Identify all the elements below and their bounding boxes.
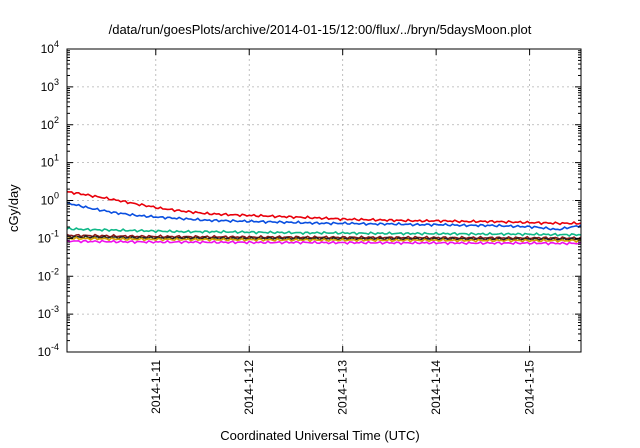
y-tick-label: 103 [41,77,59,94]
series-line [66,226,582,238]
y-tick-label: 102 [41,115,59,132]
series-line [66,234,582,242]
x-tick-label: 2014-1-12 [242,360,256,415]
x-tick-label: 2014-1-11 [149,360,163,414]
y-tick-label: 100 [41,191,59,208]
y-tick-label: 10-1 [38,228,59,245]
series-group [66,191,582,246]
axis-ticks: 10-4 10-3 10-2 10-1 100 101 102 103 104 2014-1-11… [38,39,581,415]
series-line [66,191,582,226]
y-tick-label: 10-3 [38,304,59,321]
y-tick-label: 10-2 [38,266,59,283]
y-tick-label: 10-4 [38,342,59,359]
series-line [66,201,582,231]
x-tick-label: 2014-1-13 [336,360,350,415]
x-axis-label: Coordinated Universal Time (UTC) [220,428,420,443]
y-tick-label: 104 [41,39,59,56]
y-tick-label: 101 [41,153,59,170]
chart-title: /data/run/goesPlots/archive/2014-01-15/1… [108,22,532,37]
grid [67,48,581,353]
x-tick-label: 2014-1-14 [429,360,443,415]
series-line [66,236,582,244]
x-tick-label: 2014-1-15 [523,360,537,415]
series-line [66,239,582,246]
